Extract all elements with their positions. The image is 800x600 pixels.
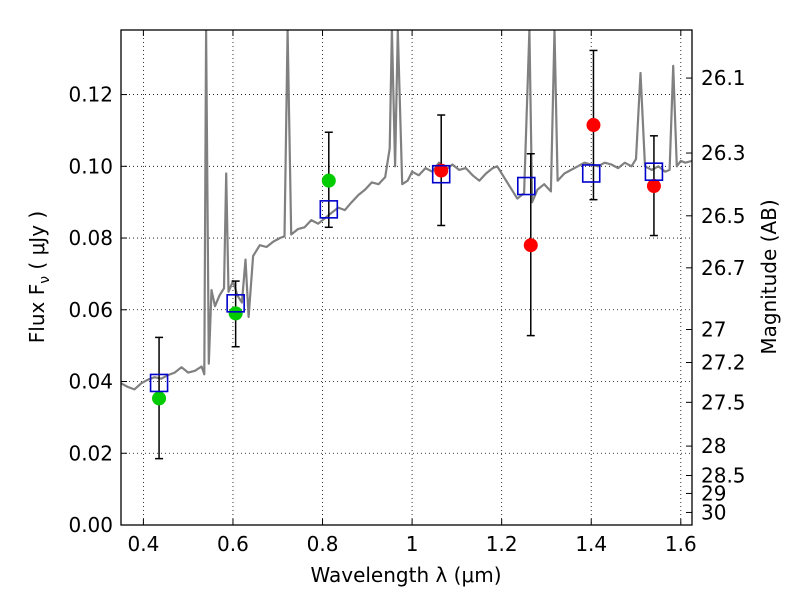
y-axis-label: Flux Fν ( μJy ) — [25, 211, 53, 343]
grid — [121, 30, 692, 526]
data-point — [228, 306, 243, 321]
y2-tick-label: 30 — [701, 500, 726, 524]
data-point — [586, 118, 601, 133]
y2-tick-label: 26.3 — [701, 141, 746, 165]
y2-tick-label: 26.7 — [701, 256, 746, 280]
x-tick-label: 1.6 — [665, 532, 697, 556]
y2-axis-label: Magnitude (AB) — [757, 199, 781, 354]
plot-frame — [120, 29, 693, 526]
y-tick-label: 0.04 — [68, 370, 113, 394]
data-point — [646, 179, 661, 194]
x-tick-label: 1.4 — [575, 532, 607, 556]
y2-tick-label: 29 — [701, 481, 726, 505]
model-flux-square — [516, 176, 536, 196]
y-tick-label: 0.02 — [68, 441, 113, 465]
x-tick-label: 1 — [406, 532, 419, 556]
x-tick-label: 0.6 — [217, 532, 249, 556]
x-tick-label: 0.8 — [307, 532, 339, 556]
x-axis-label: Wavelength λ (μm) — [310, 563, 501, 587]
data-point — [321, 173, 336, 188]
data-markers — [149, 118, 664, 406]
y-tick-label: 0.08 — [68, 226, 113, 250]
model-flux-square — [431, 164, 451, 184]
y-tick-label: 0.00 — [68, 513, 113, 537]
y2-tick-label: 28.5 — [701, 464, 746, 488]
spectrum-line — [121, 30, 692, 391]
data-point — [523, 238, 538, 253]
model-spectrum — [121, 30, 692, 391]
y-tick-label: 0.12 — [68, 83, 113, 107]
axis-ticks: 0.4 0.6 0.8 1 1.2 1.4 1.6 0.00 0.02 0.04 0.06 0.08 0… — [68, 30, 746, 556]
y2-tick-label: 27.5 — [701, 390, 746, 414]
model-flux-square — [319, 200, 339, 219]
y2-tick-label: 27 — [701, 318, 726, 342]
y-axis-label-main: Flux F — [25, 284, 49, 343]
y-axis-label-subscript: ν — [37, 276, 53, 284]
y2-tick-label: 26.1 — [701, 66, 746, 90]
x-tick-label: 0.4 — [127, 532, 159, 556]
data-point — [434, 163, 449, 178]
y-tick-label: 0.10 — [68, 154, 113, 178]
data-point — [152, 391, 167, 406]
error-bars — [155, 49, 658, 460]
model-flux-square — [226, 294, 245, 313]
y2-tick-label: 28 — [701, 434, 726, 458]
y-axis-label-units: ( μJy ) — [25, 211, 49, 276]
y-tick-label: 0.06 — [68, 298, 113, 322]
model-flux-square — [581, 164, 601, 183]
model-flux-square — [149, 373, 169, 393]
x-tick-label: 1.2 — [486, 532, 518, 556]
y2-tick-label: 27.2 — [701, 351, 746, 375]
model-flux-square — [644, 162, 664, 181]
y2-tick-label: 26.5 — [701, 204, 746, 228]
